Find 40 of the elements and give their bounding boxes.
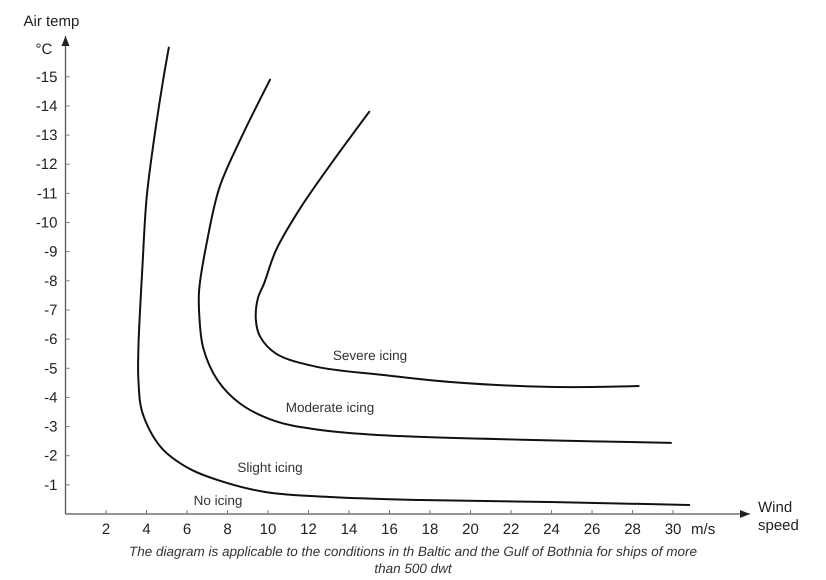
text: The diagram is applicable to the conditions in th Baltic and the Gulf of Bothnia for ships of more than 500 dwt [128,544,698,576]
x-tick-label: 2 [102,521,110,538]
x-tick-label: 12 [300,521,317,538]
text: m/s Wind speed [691,499,799,538]
y-tick-label: -3 [44,418,58,436]
line-series [254,110,640,388]
y-tick-label: -10 [36,214,58,232]
y-tick-label: -5 [44,360,58,378]
y-tick-label: -14 [36,98,58,115]
y-tick-label: -9 [44,244,58,261]
x-tick-label: 18 [422,521,438,538]
x-tick-label: 6 [182,521,192,538]
x-tick-label: 4 [142,521,151,538]
x-tick-label: 26 [584,521,600,538]
annotation: Slight icing [237,460,303,475]
y-tick-label: -1 [44,476,58,494]
line-series [137,46,690,506]
y-tick-label: -11 [36,185,58,202]
y-tick-label: -7 [44,302,58,319]
y-tick-label: -15 [36,68,58,86]
line-series [198,78,672,444]
y-axis-title: Air temp °C [24,13,80,58]
y-tick-label: -12 [36,156,58,174]
x-tick-label: 22 [502,521,520,538]
x-tick-label: 24 [543,521,560,538]
annotation: Severe icing [332,348,408,363]
y-tick-label: -8 [44,272,58,290]
y-tick-label: -6 [44,331,58,348]
x-tick-label: 20 [462,521,479,538]
annotation: Moderate icing [286,400,374,415]
x-tick-label: 14 [340,521,358,538]
x-tick-label: 16 [381,521,398,538]
annotation: No icing [194,493,242,508]
x-tick-label: 28 [624,521,641,538]
x-tick-label: 10 [260,521,276,538]
x-tick-label: 30 [664,521,682,538]
y-tick-label: -13 [36,127,58,144]
y-tick-label: -4 [44,389,58,406]
x-tick-label: 8 [223,521,232,538]
y-tick-label: -2 [44,448,58,465]
